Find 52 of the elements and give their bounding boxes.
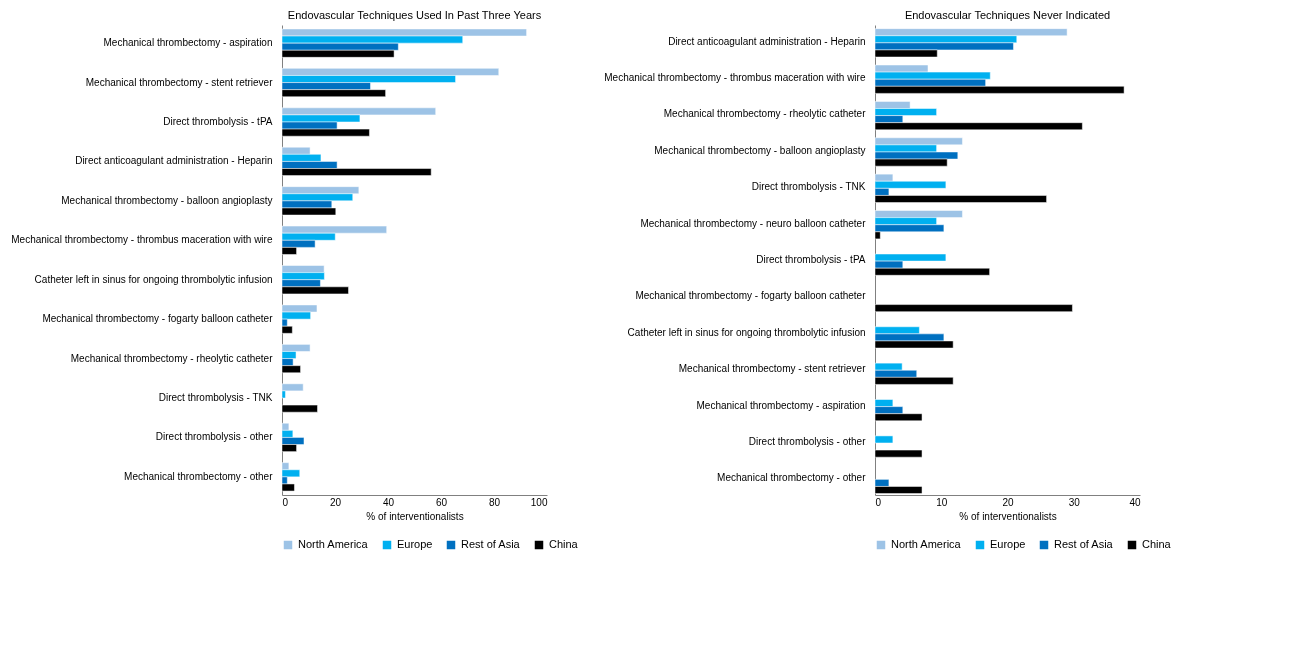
y-tick-label: Mechanical thrombectomy - aspiration [103,37,273,49]
x-tick-label: 30 [1068,496,1081,508]
x-tick-label: 100 [530,496,548,508]
y-tick-label: Mechanical thrombectomy - other [717,472,867,484]
x-tick-label: 0 [282,496,289,508]
legend-label: North America [298,538,369,550]
y-tick-label: Catheter left in sinus for ongoing thrombolytic infusion [34,273,273,285]
y-tick-label: Mechanical thrombectomy - stent retriever [678,363,867,375]
x-tick-label: 60 [435,496,448,508]
bar [874,435,894,444]
bar [874,304,1073,312]
y-tick-label: Mechanical thrombectomy - balloon angioplasty [654,144,866,156]
y-tick-label: Mechanical thrombectomy - stent retriever [85,76,274,88]
y-tick-label: Mechanical thrombectomy - rheolytic catheter [70,352,274,364]
y-tick-label: Mechanical thrombectomy - neuro balloon catheter [640,217,867,229]
y-tick-label: Direct anticoagulant administration - Heparin [75,155,273,167]
legend-label: Rest of Asia [1054,538,1114,550]
y-tick-label: Mechanical thrombectomy - fogarty balloon catheter [42,313,274,325]
legend-label: North America [891,538,962,550]
bar [281,404,318,413]
x-tick-label: 20 [1002,496,1014,508]
chart-title: Endovascular Techniques Never Indicated [904,9,1111,21]
x-tick-label: 0 [875,496,882,508]
legend-label: Europe [990,538,1026,550]
y-tick-label: Mechanical thrombectomy - thrombus maceration with wire [604,72,866,84]
y-tick-label: Mechanical thrombectomy - other [124,470,274,482]
y-tick-label: Mechanical thrombectomy - balloon angioplasty [61,194,273,206]
x-tick-label: 20 [329,496,342,508]
legend-label: China [549,538,579,550]
x-tick-label: 10 [936,496,948,508]
legend-label: Rest of Asia [461,538,521,550]
y-tick-label: Direct thrombolysis - tPA [756,254,866,265]
y-tick-label: Mechanical thrombectomy - rheolytic catheter [663,108,867,120]
bar [874,449,923,458]
legend-label: Europe [397,538,433,550]
x-tick-label: 40 [382,496,395,508]
y-tick-label: Mechanical thrombectomy - aspiration [696,399,866,411]
x-axis-title: % of interventionalists [366,510,464,522]
x-tick-label: 80 [488,496,501,508]
x-axis-title: % of interventionalists [959,510,1057,522]
y-tick-label: Direct thrombolysis - other [155,431,274,443]
y-tick-label: Mechanical thrombectomy - fogarty balloon catheter [635,290,867,302]
y-tick-label: Direct thrombolysis - TNK [751,181,866,193]
chart-title: Endovascular Techniques Used In Past Three Years [287,9,542,21]
y-tick-label: Direct thrombolysis - other [748,435,867,447]
y-tick-label: Mechanical thrombectomy - thrombus maceration with wire [11,234,273,246]
y-tick-label: Direct thrombolysis - tPA [163,116,273,127]
x-tick-label: 40 [1129,496,1141,508]
legend-label: China [1142,538,1172,550]
y-tick-label: Catheter left in sinus for ongoing thrombolytic infusion [627,326,866,338]
y-tick-label: Direct thrombolysis - TNK [158,392,273,403]
y-tick-label: Direct anticoagulant administration - Heparin [668,35,866,47]
